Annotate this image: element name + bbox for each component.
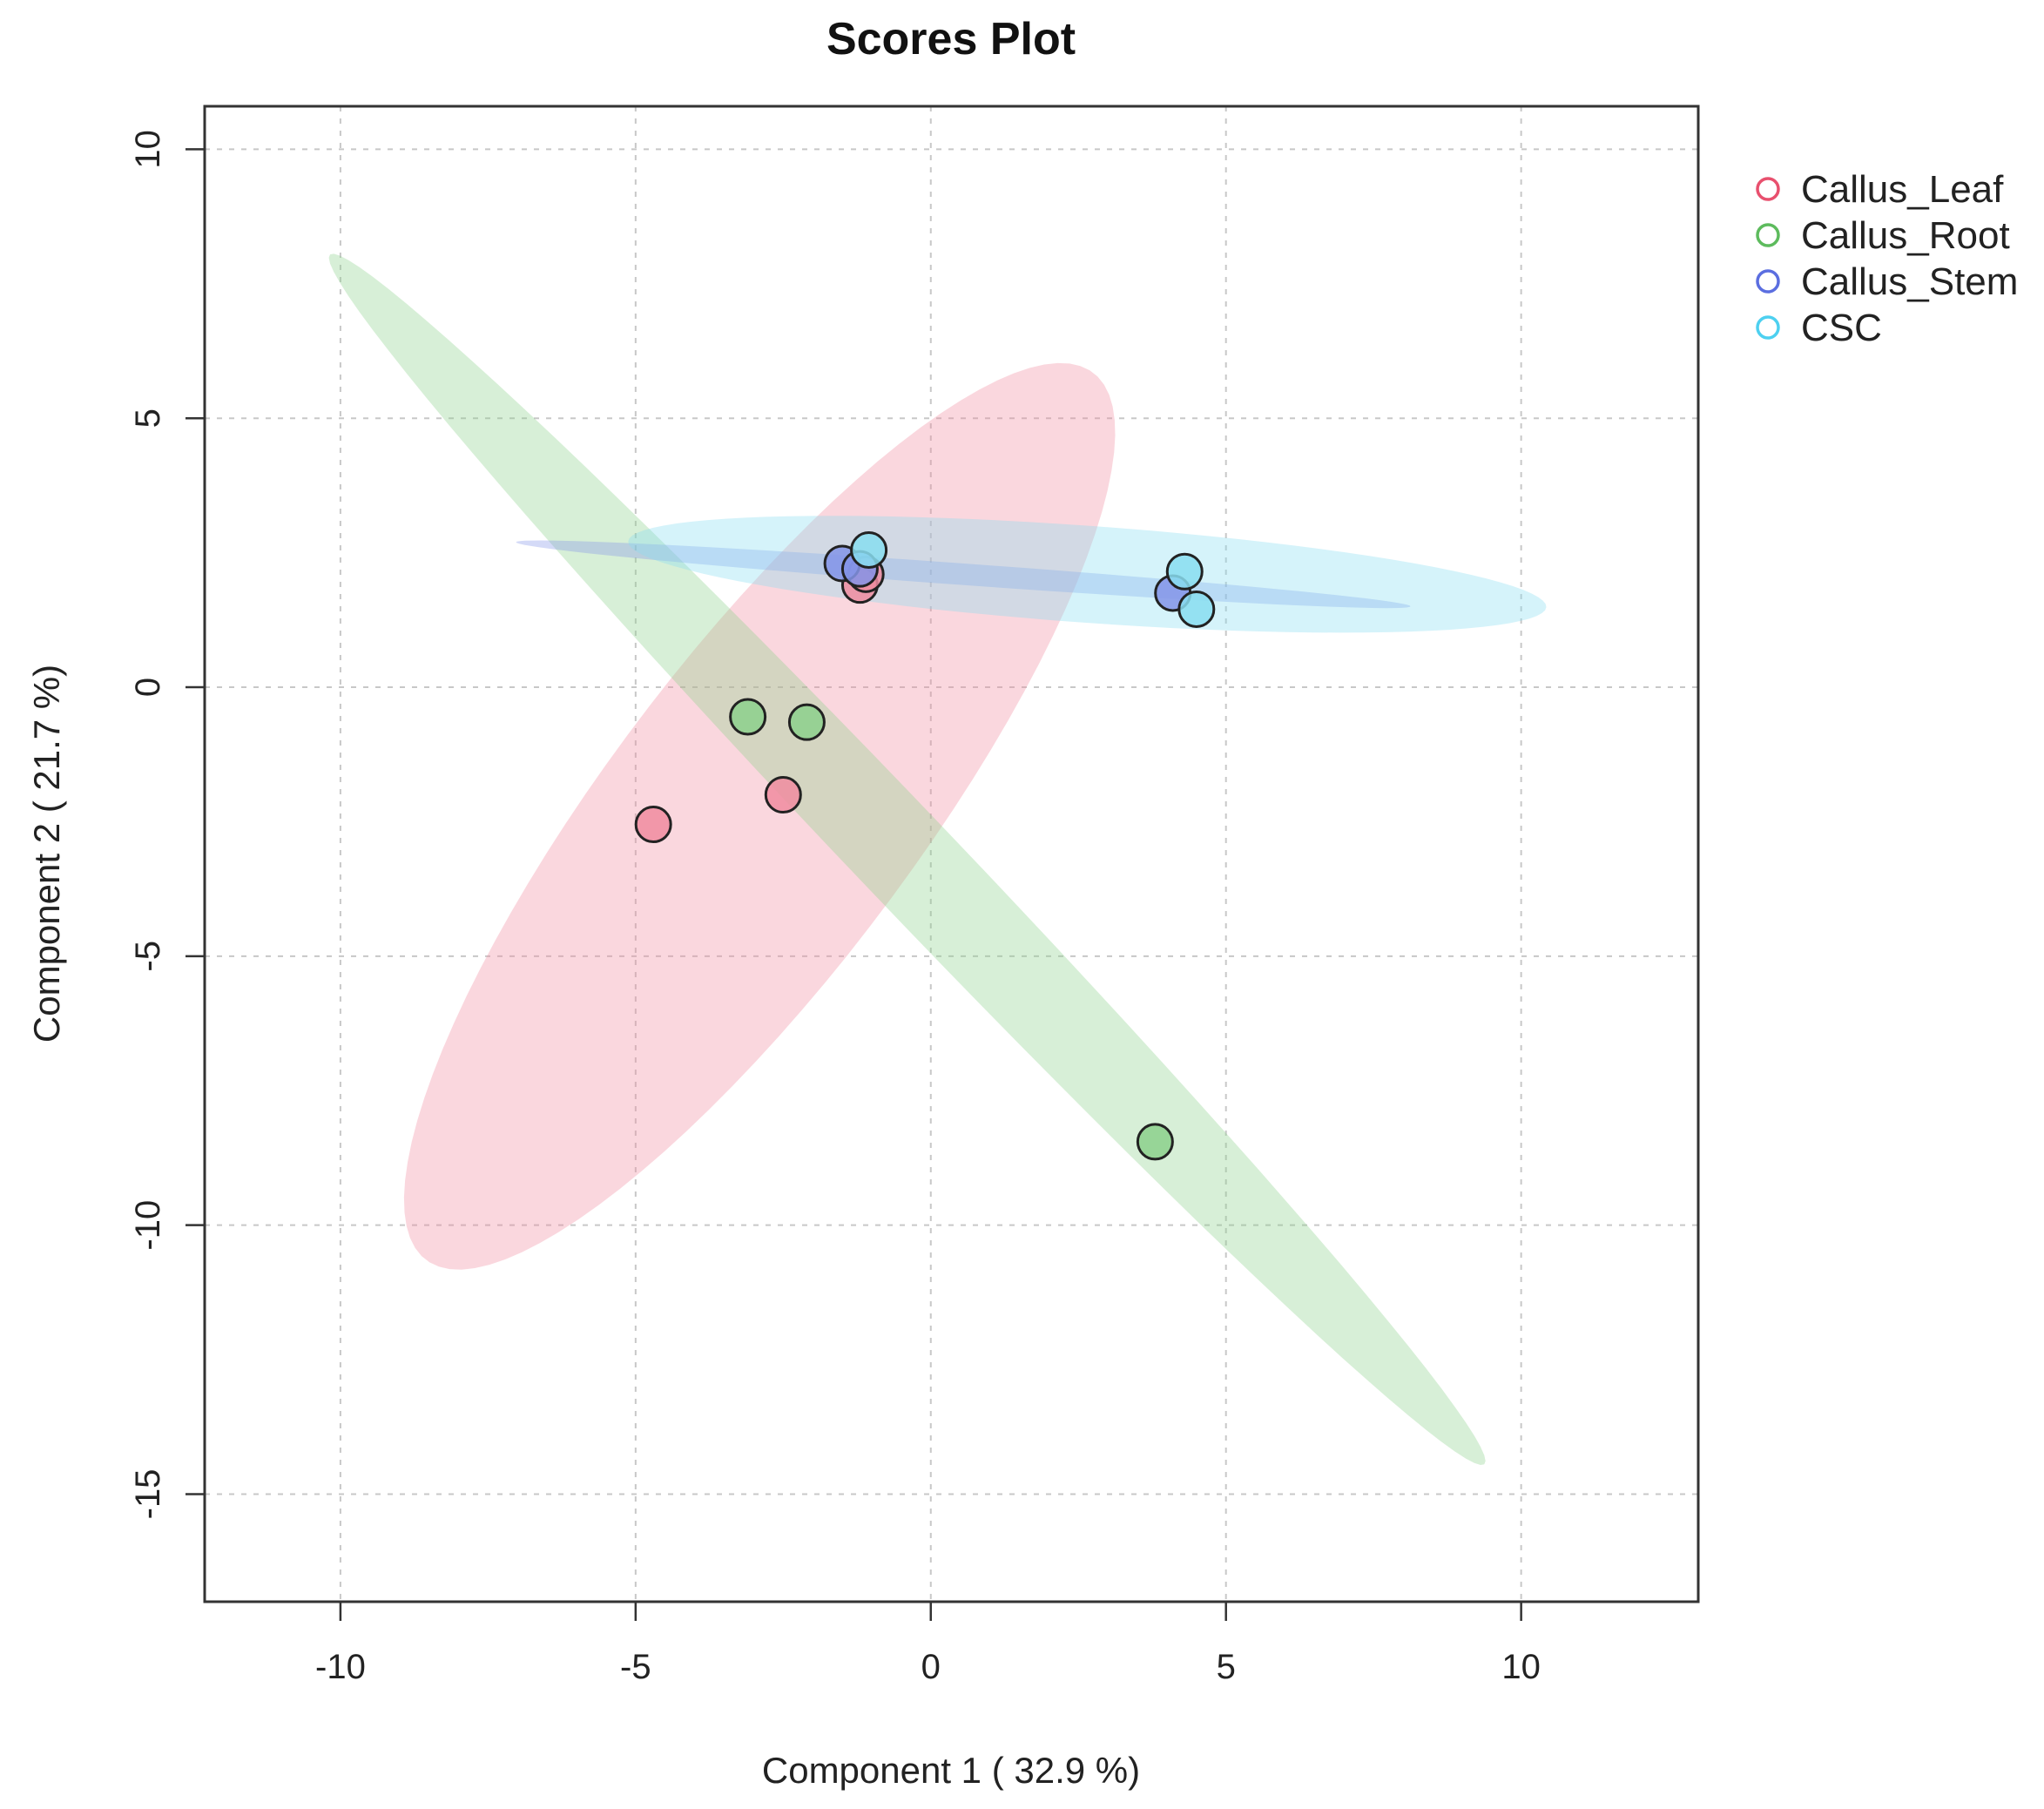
confidence-ellipses: [328, 253, 1547, 1465]
point-callus-root: [787, 703, 826, 741]
y-tick-label: 5: [129, 408, 167, 428]
x-axis: -10 -5 0 5 10: [315, 1602, 1541, 1686]
y-tick-label: 0: [129, 678, 167, 697]
x-tick-label: -10: [315, 1648, 366, 1686]
ellipse-callus-root: [328, 253, 1486, 1465]
ellipse-callus-leaf: [403, 362, 1116, 1270]
legend-marker-callus-leaf: [1756, 177, 1780, 201]
x-tick-label: -5: [620, 1648, 651, 1686]
point-callus-leaf: [634, 806, 672, 844]
grid-lines: [205, 106, 1698, 1602]
point-callus-leaf: [764, 776, 802, 814]
x-tick-label: 5: [1217, 1648, 1236, 1686]
plot-frame: [203, 105, 1700, 1603]
x-axis-label: Component 1 ( 32.9 %): [762, 1750, 1140, 1791]
y-tick-label: -15: [129, 1469, 167, 1520]
legend-label: CSC: [1801, 307, 1882, 349]
point-csc: [850, 531, 888, 570]
point-callus-root: [729, 698, 767, 736]
legend-marker-csc: [1756, 315, 1780, 340]
y-tick-label: -10: [129, 1200, 167, 1251]
x-tick-label: 0: [921, 1648, 941, 1686]
legend-label: Callus_Root: [1801, 214, 2010, 257]
point-csc: [1165, 552, 1204, 591]
legend-label: Callus_Stem: [1801, 260, 2018, 303]
y-tick-label: 10: [129, 130, 167, 169]
point-callus-root: [1136, 1123, 1174, 1161]
score-points: [634, 531, 1216, 1161]
y-axis: 10 5 0 -5 -10 -15: [129, 130, 205, 1519]
legend-marker-callus-stem: [1756, 269, 1780, 294]
legend-marker-callus-root: [1756, 223, 1780, 247]
y-tick-label: -5: [129, 941, 167, 972]
x-tick-label: 10: [1501, 1648, 1541, 1686]
legend-label: Callus_Leaf: [1801, 168, 2004, 211]
y-axis-label: Component 2 ( 21.7 %): [26, 665, 67, 1043]
chart-title: Scores Plot: [826, 14, 1076, 64]
point-csc: [1177, 590, 1216, 628]
